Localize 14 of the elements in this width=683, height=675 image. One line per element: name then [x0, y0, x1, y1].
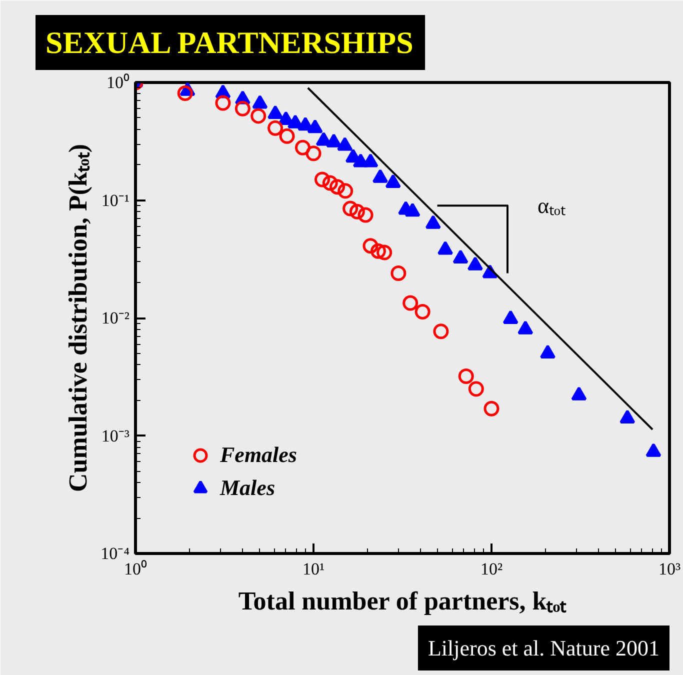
y-tick-label: 10⁻² — [101, 308, 130, 328]
x-tick-label: 10¹ — [302, 560, 325, 578]
x-tick-label: 10³ — [658, 560, 681, 578]
legend-label: Males — [220, 474, 275, 502]
legend-label: Females — [220, 441, 297, 469]
y-axis-title: Cumulative distribution, P(kₜₒₜ) — [64, 144, 93, 492]
x-tick-label: 10² — [480, 560, 503, 578]
annotation: αₜₒₜ — [538, 193, 566, 218]
x-axis-title: Total number of partners, kₜₒₜ — [238, 586, 568, 616]
chart-title: SEXUAL PARTNERSHIPS — [46, 25, 414, 60]
text: Liljeros et al. Nature 2001 — [428, 636, 660, 660]
y-tick-label: 10⁻¹ — [101, 190, 130, 210]
y-tick-label: 10⁰ — [106, 73, 130, 92]
y-tick-label: 10⁻³ — [101, 426, 130, 446]
